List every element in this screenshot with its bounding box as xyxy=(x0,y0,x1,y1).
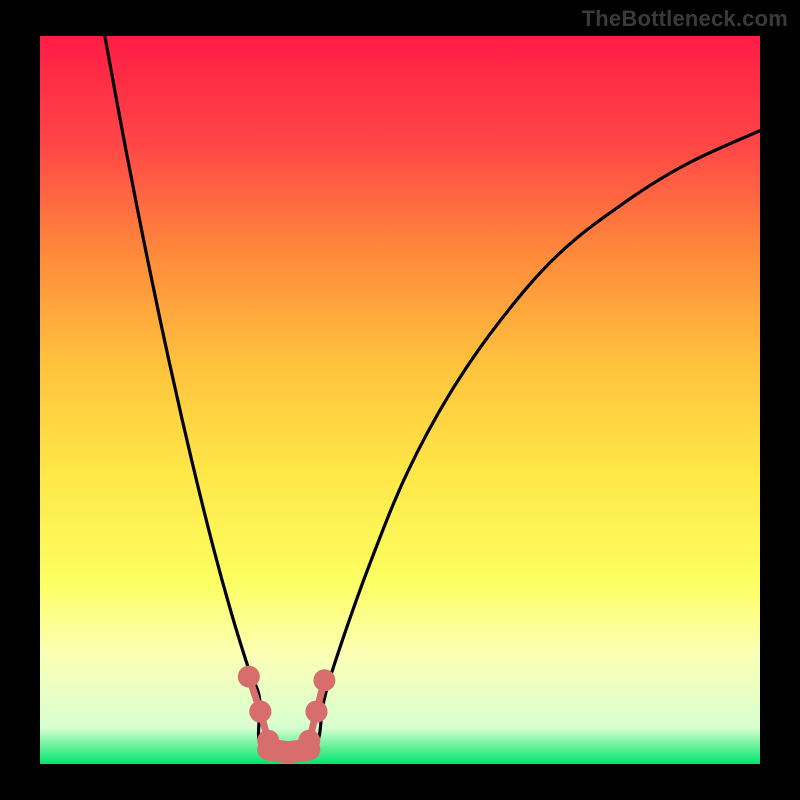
plot-panel xyxy=(40,36,760,764)
watermark-text: TheBottleneck.com xyxy=(582,6,788,32)
chart-stage: TheBottleneck.com xyxy=(0,0,800,800)
bottleneck-chart xyxy=(0,0,800,800)
